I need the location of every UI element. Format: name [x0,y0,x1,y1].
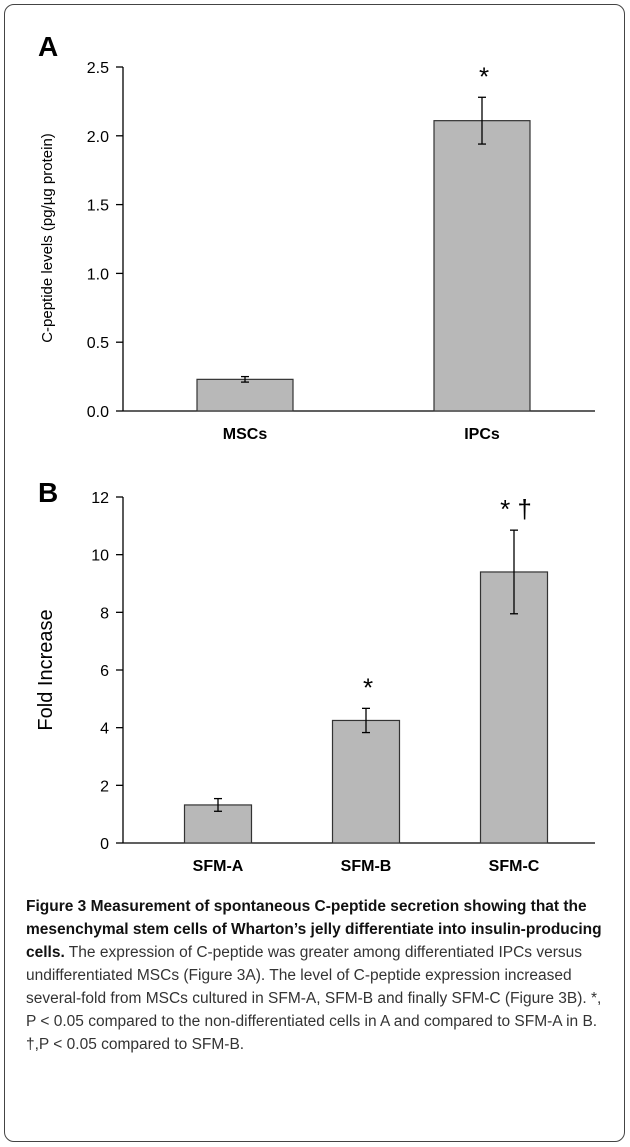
caption-body: The expression of C-peptide was greater … [26,944,602,1053]
y-tick-label-b: 10 [91,548,109,565]
panel-letter-a: A [38,31,58,62]
x-tick-label-mscs: MSCs [223,426,268,443]
y-tick-label-b: 0 [100,836,109,853]
y-tick-label-a: 1.5 [87,198,109,215]
bar-sfm-b [331,719,401,844]
significance-marker: * † [500,494,532,524]
y-tick-label-a: 2.0 [87,129,109,146]
x-tick-label-ipcs: IPCs [464,426,500,443]
y-tick-label-b: 8 [100,605,109,622]
y-tick-label-b: 6 [100,663,109,680]
y-axis-label-b: Fold Increase [35,609,57,730]
x-tick-label-sfm-c: SFM-C [489,858,540,875]
bar-mscs [196,378,294,412]
chart-panel-b: B Fold Increase 0 2 4 6 8 10 12 SFM-A * SFM-B * † S… [35,477,595,875]
figure-charts: A C-peptide levels (pg/µg protein) 0.0 0.… [35,31,595,875]
y-tick-label-a: 1.0 [87,266,109,283]
x-tick-label-sfm-b: SFM-B [341,858,392,875]
y-axis-label-a: C-peptide levels (pg/µg protein) [39,133,56,343]
y-tick-label-b: 2 [100,778,109,795]
x-tick-label-sfm-a: SFM-A [193,858,244,875]
significance-marker: * [479,61,489,91]
y-tick-label-b: 4 [100,721,109,738]
y-tick-label-a: 0.0 [87,404,109,421]
bar-sfm-c [479,571,549,844]
bar-ipcs [433,120,531,412]
figure-caption: Figure 3 Measurement of spontaneous C-pe… [26,895,611,1056]
significance-marker: * [363,672,373,702]
caption-title: Figure 3 Measurement of spontaneous C-pe… [26,898,602,961]
y-tick-label-b: 12 [91,490,109,507]
y-tick-label-a: 2.5 [87,60,109,77]
panel-letter-b: B [38,477,58,508]
y-tick-label-a: 0.5 [87,335,109,352]
chart-panel-a: A C-peptide levels (pg/µg protein) 0.0 0.… [38,31,595,443]
